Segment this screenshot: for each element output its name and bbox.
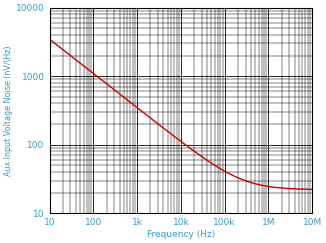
X-axis label: Frequency (Hz): Frequency (Hz) xyxy=(147,230,215,239)
Y-axis label: Aux Input Voltage Noise (nV/\Hz): Aux Input Voltage Noise (nV/\Hz) xyxy=(4,45,13,176)
